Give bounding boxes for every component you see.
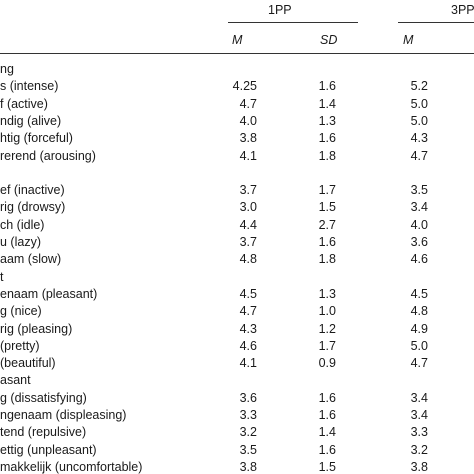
row-label: ngenaam (displeasing) [0,408,127,422]
row-m-1pp: 3.7 [239,183,257,197]
group-rule-1pp [228,22,358,23]
row-m-3pp: 4.3 [410,131,428,145]
row-label: g (dissatisfying) [0,391,87,405]
row-m-1pp: 4.25 [232,79,257,93]
row-m-3pp: 4.8 [410,304,428,318]
row-m-1pp: 3.8 [239,131,257,145]
row-m-1pp: 3.5 [239,443,257,457]
row-m-1pp: 4.4 [239,218,257,232]
row-m-1pp: 4.1 [239,356,257,370]
row-m-3pp: 3.3 [410,425,428,439]
row-sd-1pp: 1.5 [318,460,336,474]
row-m-3pp: 4.7 [410,149,428,163]
row-label: rerend (arousing) [0,149,96,163]
row-label: enaam (pleasant) [0,287,98,301]
row-m-3pp: 5.2 [410,79,428,93]
row-label: rig (pleasing) [0,322,73,336]
row-m-1pp: 4.1 [239,149,257,163]
row-sd-1pp: 1.4 [318,97,336,111]
row-sd-1pp: 1.7 [318,339,336,353]
row-m-1pp: 4.5 [239,287,257,301]
row-sd-1pp: 1.4 [318,425,336,439]
row-m-3pp: 4.9 [410,322,428,336]
row-label: (pretty) [0,339,40,353]
row-m-1pp: 3.2 [239,425,257,439]
row-label: ch (idle) [0,218,45,232]
row-label: makkelijk (uncomfortable) [0,460,143,474]
row-label: tend (repulsive) [0,425,87,439]
row-label: u (lazy) [0,235,41,249]
row-label: s (intense) [0,79,59,93]
row-label: ettig (unpleasant) [0,443,97,457]
row-m-3pp: 3.4 [410,408,428,422]
group-header-1pp: 1PP [268,3,292,17]
row-label: g (nice) [0,304,42,318]
row-m-3pp: 4.0 [410,218,428,232]
col-header-m-3pp: M [403,33,414,47]
row-label: t [0,270,4,284]
row-m-3pp: 5.0 [410,114,428,128]
row-sd-1pp: 1.2 [318,322,336,336]
col-header-m-1pp: M [232,33,243,47]
row-sd-1pp: 1.3 [318,114,336,128]
row-label: ef (inactive) [0,183,65,197]
row-m-1pp: 4.7 [239,304,257,318]
row-m-1pp: 4.0 [239,114,257,128]
row-sd-1pp: 1.6 [318,131,336,145]
row-m-1pp: 4.7 [239,97,257,111]
row-m-1pp: 4.6 [239,339,257,353]
row-m-3pp: 3.6 [410,235,428,249]
row-m-3pp: 3.4 [410,391,428,405]
row-m-3pp: 4.5 [410,287,428,301]
row-sd-1pp: 1.3 [318,287,336,301]
row-sd-1pp: 1.7 [318,183,336,197]
row-sd-1pp: 1.5 [318,200,336,214]
row-m-1pp: 4.3 [239,322,257,336]
row-m-1pp: 3.3 [239,408,257,422]
row-label: (beautiful) [0,356,56,370]
row-m-3pp: 5.0 [410,97,428,111]
row-m-1pp: 3.7 [239,235,257,249]
row-label: f (active) [0,97,48,111]
row-label: htig (forceful) [0,131,73,145]
row-m-1pp: 3.8 [239,460,257,474]
row-sd-1pp: 1.8 [318,149,336,163]
col-header-sd-1pp: SD [320,33,338,47]
row-sd-1pp: 1.6 [318,443,336,457]
row-label: ndig (alive) [0,114,62,128]
row-sd-1pp: 1.8 [318,252,336,266]
row-label: asant [0,373,31,387]
row-m-1pp: 3.6 [239,391,257,405]
row-m-3pp: 3.5 [410,183,428,197]
row-sd-1pp: 2.7 [318,218,336,232]
row-sd-1pp: 1.6 [318,408,336,422]
row-sd-1pp: 0.9 [318,356,336,370]
row-m-3pp: 5.0 [410,339,428,353]
row-m-3pp: 3.2 [410,443,428,457]
group-header-3pp: 3PP [451,3,474,17]
header-rule [0,53,474,54]
row-label: aam (slow) [0,252,62,266]
row-label: ng [0,62,14,76]
row-label: rig (drowsy) [0,200,66,214]
row-m-1pp: 3.0 [239,200,257,214]
row-sd-1pp: 1.6 [318,235,336,249]
row-m-3pp: 3.4 [410,200,428,214]
row-m-3pp: 4.6 [410,252,428,266]
group-rule-3pp [398,22,474,23]
row-m-3pp: 3.8 [410,460,428,474]
row-m-3pp: 4.7 [410,356,428,370]
row-m-1pp: 4.8 [239,252,257,266]
row-sd-1pp: 1.6 [318,391,336,405]
row-sd-1pp: 1.6 [318,79,336,93]
row-sd-1pp: 1.0 [318,304,336,318]
